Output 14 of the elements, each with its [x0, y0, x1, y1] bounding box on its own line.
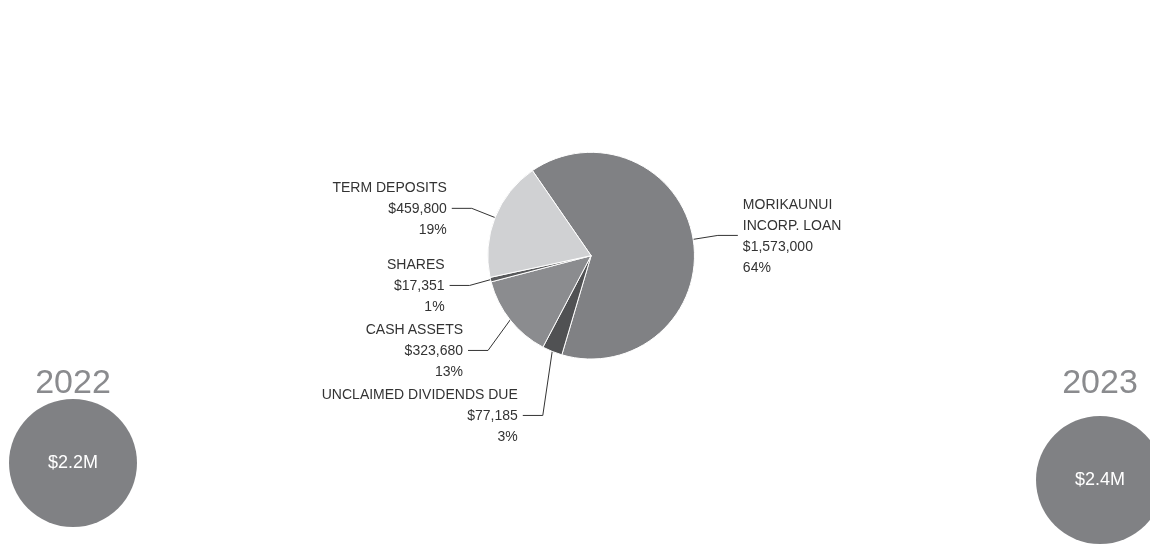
slice-label: UNCLAIMED DIVIDENDS DUE — [321, 386, 518, 403]
slice-label: TERM DEPOSITS — [332, 179, 447, 196]
text: 2022 — [34, 362, 112, 401]
data-label: $1,573,000 64% — [742, 237, 814, 275]
text: $2.2M — [47, 452, 99, 473]
slice-label: CASH ASSETS — [365, 321, 464, 338]
data-label: $459,800 19% — [388, 200, 447, 238]
text: 2023 — [1061, 362, 1139, 401]
slice-label: MORIKAUNUI INCORP. LOAN — [742, 195, 842, 233]
data-label: $77,185 3% — [467, 407, 518, 445]
slice-label: SHARES — [387, 256, 445, 273]
text: $2.4M — [1074, 469, 1126, 490]
data-label: $17,351 1% — [393, 277, 445, 315]
data-label: $323,680 13% — [404, 342, 464, 380]
